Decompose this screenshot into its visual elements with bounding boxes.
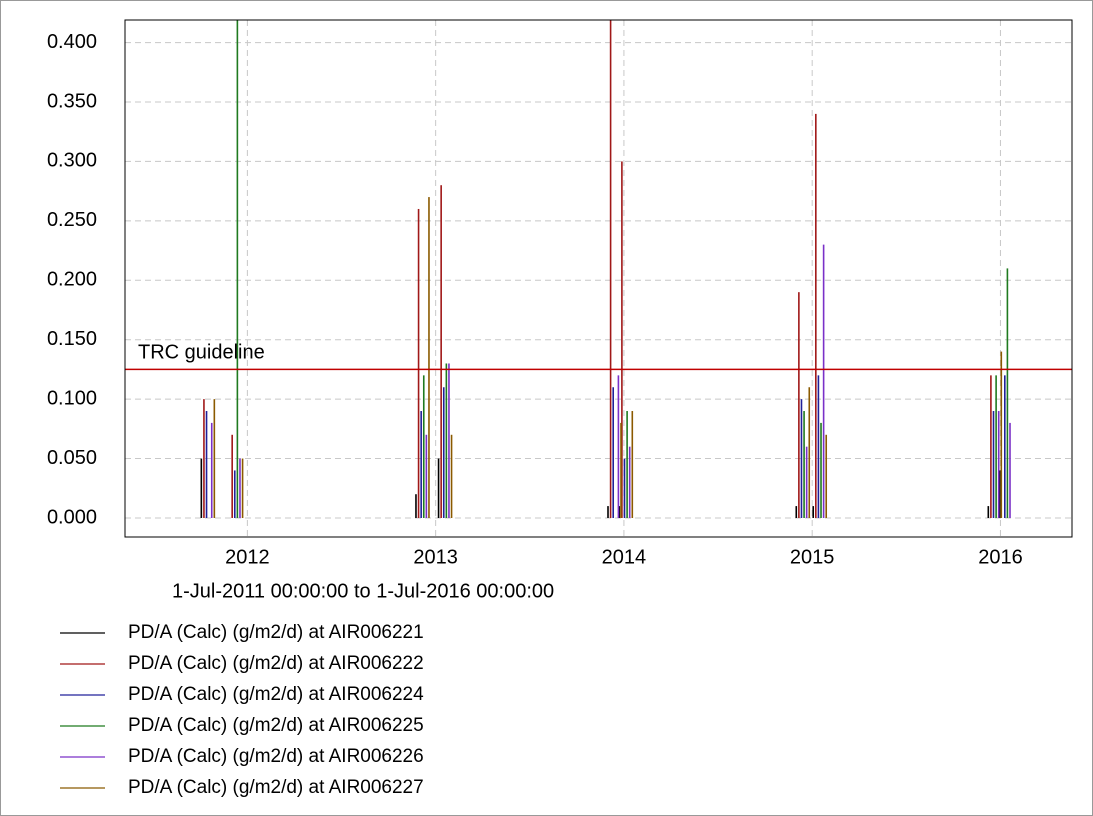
bar	[1006, 268, 1009, 518]
bar	[210, 422, 213, 518]
bar	[808, 387, 811, 518]
bar	[803, 411, 805, 518]
bar	[618, 506, 621, 518]
bar	[241, 458, 244, 518]
bar	[236, 20, 239, 518]
y-tick-label: 0.050	[47, 447, 97, 469]
y-tick-label: 0.000	[47, 506, 97, 528]
bar	[428, 197, 430, 518]
x-tick-label: 2013	[413, 546, 458, 568]
bar	[442, 387, 445, 518]
legend-label: PD/A (Calc) (g/m2/d) at AIR006227	[128, 777, 424, 798]
bar	[990, 375, 992, 518]
bar	[437, 458, 440, 518]
legend: PD/A (Calc) (g/m2/d) at AIR006221 PD/A (C…	[60, 622, 424, 798]
plot-frame	[124, 19, 1073, 538]
bar	[800, 399, 803, 518]
x-tick-label: 2012	[225, 546, 270, 568]
bar	[203, 399, 205, 518]
bar	[422, 375, 425, 518]
legend-label: PD/A (Calc) (g/m2/d) at AIR006221	[128, 622, 424, 643]
bar	[997, 411, 1000, 518]
bar	[1000, 351, 1003, 518]
bar	[626, 411, 628, 518]
bar	[798, 292, 800, 518]
plot-area	[125, 20, 1072, 537]
bar	[795, 506, 798, 518]
bar	[815, 113, 817, 518]
bar	[445, 363, 448, 518]
legend-label: PD/A (Calc) (g/m2/d) at AIR006226	[128, 746, 424, 767]
y-tick-label: 0.200	[47, 269, 97, 291]
guideline-label: TRC guideline	[138, 342, 265, 364]
bar	[992, 411, 995, 518]
x-tick-label: 2015	[790, 546, 835, 568]
bar	[998, 470, 1001, 518]
bar	[440, 185, 442, 518]
bar	[805, 446, 808, 518]
bar	[617, 375, 620, 518]
bar	[822, 244, 825, 518]
subtitle: 1-Jul-2011 00:00:00 to 1-Jul-2016 00:00:…	[172, 580, 554, 602]
bar	[628, 446, 631, 518]
bar	[231, 434, 233, 518]
bar	[420, 411, 422, 518]
bar	[820, 422, 822, 518]
bar	[448, 363, 450, 518]
bar	[623, 458, 626, 518]
y-tick-label: 0.400	[47, 31, 97, 53]
bar	[233, 470, 236, 518]
bar	[200, 458, 203, 518]
y-tick-label: 0.250	[47, 209, 97, 231]
bar	[1004, 375, 1006, 518]
bar	[621, 161, 623, 518]
bar	[631, 411, 634, 518]
bar	[620, 422, 622, 518]
bar	[213, 399, 216, 518]
y-tick-label: 0.100	[47, 387, 97, 409]
bar	[995, 375, 997, 518]
x-tick-label: 2016	[978, 546, 1023, 568]
bar	[425, 434, 428, 518]
bars	[200, 20, 1011, 518]
legend-label: PD/A (Calc) (g/m2/d) at AIR006222	[128, 653, 424, 674]
bar	[609, 20, 612, 518]
bar	[812, 506, 815, 518]
y-tick-label: 0.350	[47, 90, 97, 112]
y-tick-label: 0.300	[47, 150, 97, 172]
bar	[417, 208, 420, 518]
bar	[415, 494, 417, 518]
bar	[987, 506, 990, 518]
y-tick-label: 0.150	[47, 328, 97, 350]
bar	[1009, 422, 1011, 518]
x-tick-label: 2014	[602, 546, 647, 568]
bar	[612, 387, 615, 518]
legend-label: PD/A (Calc) (g/m2/d) at AIR006224	[128, 684, 424, 705]
bar	[607, 506, 609, 518]
bar	[817, 375, 820, 518]
bar	[450, 434, 453, 518]
bar	[205, 411, 208, 518]
bar	[825, 434, 828, 518]
legend-label: PD/A (Calc) (g/m2/d) at AIR006225	[128, 715, 424, 736]
bar	[239, 458, 241, 518]
